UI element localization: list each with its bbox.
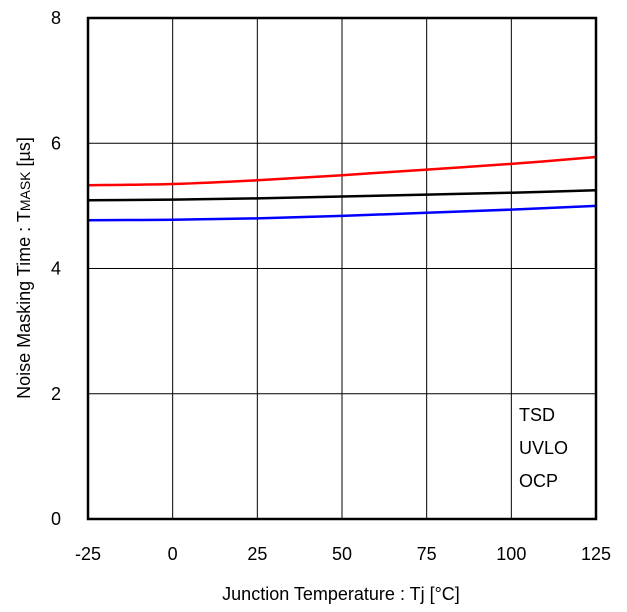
x-axis-title: Junction Temperature : Tj [°C] bbox=[222, 584, 460, 604]
x-tick-label: 100 bbox=[496, 544, 526, 564]
x-tick-label: 50 bbox=[332, 544, 352, 564]
x-tick-label: 75 bbox=[417, 544, 437, 564]
plot-frame bbox=[86, 16, 598, 521]
y-axis-title-unit: [µs] bbox=[14, 137, 34, 171]
x-tick-labels: -25 0 25 50 75 100 125 bbox=[75, 544, 611, 564]
series-line-1 bbox=[86, 188, 598, 202]
y-tick-label: 4 bbox=[51, 259, 61, 279]
x-tick-label: 125 bbox=[581, 544, 611, 564]
x-tick-label: 0 bbox=[168, 544, 178, 564]
annotation-box: TSD UVLO OCP bbox=[519, 405, 568, 491]
x-tick-label: -25 bbox=[75, 544, 101, 564]
series-line-2 bbox=[86, 204, 598, 222]
y-axis-title: Noise Masking Time : TMASK [µs] bbox=[14, 137, 34, 399]
y-tick-label: 8 bbox=[51, 8, 61, 28]
series-lines bbox=[86, 155, 598, 222]
annotation-uvlo: UVLO bbox=[519, 438, 568, 458]
annotation-tsd: TSD bbox=[519, 405, 555, 425]
annotation-ocp: OCP bbox=[519, 471, 558, 491]
y-tick-label: 0 bbox=[51, 509, 61, 529]
y-axis-title-main: Noise Masking Time : T bbox=[14, 211, 34, 399]
series-line-0 bbox=[86, 155, 598, 187]
y-tick-label: 2 bbox=[51, 384, 61, 404]
y-tick-labels: 0 2 4 6 8 bbox=[51, 8, 61, 529]
y-tick-label: 6 bbox=[51, 133, 61, 153]
y-axis-title-subscript: MASK bbox=[17, 171, 33, 211]
x-tick-label: 25 bbox=[247, 544, 267, 564]
